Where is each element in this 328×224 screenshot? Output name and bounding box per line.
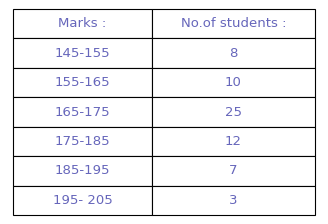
Text: 185-195: 185-195 — [55, 164, 110, 177]
Text: 145-155: 145-155 — [55, 47, 110, 60]
Polygon shape — [13, 186, 152, 215]
Text: 25: 25 — [225, 106, 242, 118]
Text: 3: 3 — [229, 194, 238, 207]
Text: 165-175: 165-175 — [55, 106, 110, 118]
Text: 175-185: 175-185 — [55, 135, 110, 148]
Polygon shape — [13, 127, 152, 156]
Text: 8: 8 — [229, 47, 237, 60]
Polygon shape — [152, 68, 315, 97]
Polygon shape — [152, 38, 315, 68]
Polygon shape — [13, 38, 152, 68]
Polygon shape — [152, 156, 315, 186]
Text: No.of students :: No.of students : — [181, 17, 286, 30]
Text: Marks :: Marks : — [58, 17, 107, 30]
Text: 155-165: 155-165 — [55, 76, 110, 89]
Text: 195- 205: 195- 205 — [53, 194, 113, 207]
Text: 12: 12 — [225, 135, 242, 148]
Text: 10: 10 — [225, 76, 242, 89]
Polygon shape — [152, 97, 315, 127]
Polygon shape — [13, 97, 152, 127]
Polygon shape — [152, 186, 315, 215]
Polygon shape — [13, 9, 152, 38]
Polygon shape — [13, 68, 152, 97]
Polygon shape — [152, 127, 315, 156]
Polygon shape — [13, 156, 152, 186]
Text: 7: 7 — [229, 164, 238, 177]
Polygon shape — [152, 9, 315, 38]
